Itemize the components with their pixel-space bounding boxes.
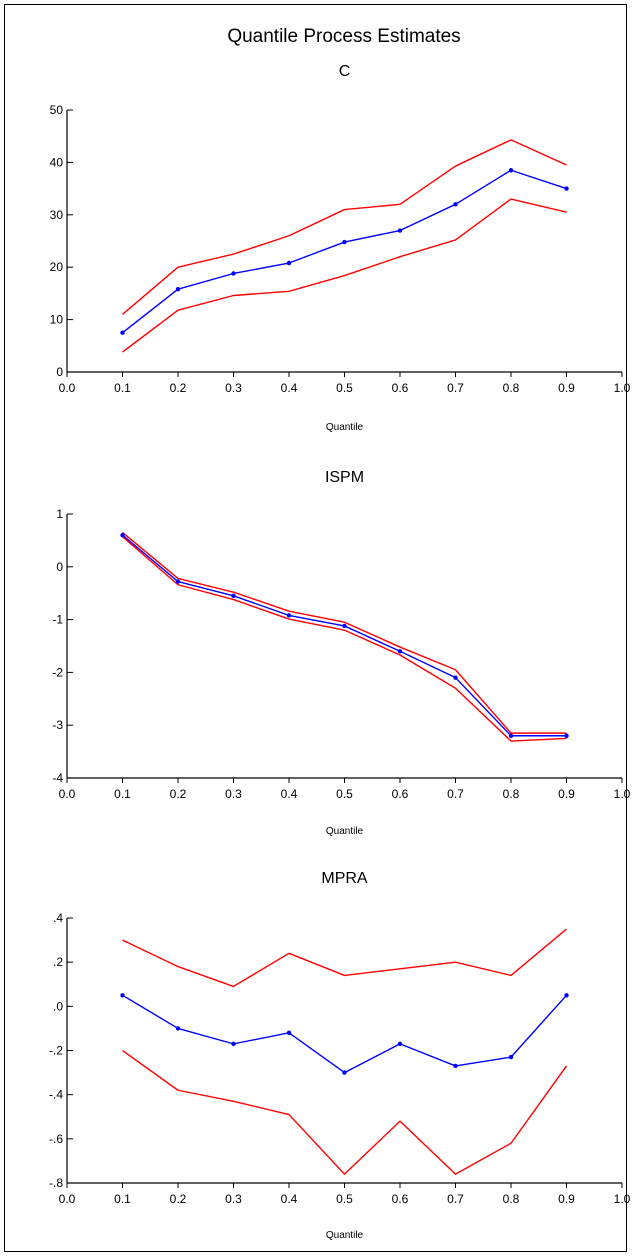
y-tick-label: .0 bbox=[53, 999, 63, 1013]
y-tick-label: 10 bbox=[50, 313, 64, 327]
data-point-estimate bbox=[453, 202, 458, 207]
series-line-estimate bbox=[122, 169, 567, 334]
x-tick-label: 0.7 bbox=[447, 381, 464, 395]
x-tick-label: 0.4 bbox=[281, 381, 298, 395]
y-tick-label: 50 bbox=[50, 103, 64, 117]
y-tick-label: 0 bbox=[56, 560, 63, 574]
chart-mpra: MPRA -.8 -.6 -.4 -.2 .0 .2 .4 0.0 0.1 0.2 0.3 0.4 0.5… bbox=[49, 870, 631, 1241]
x-tick-label: 0.5 bbox=[336, 787, 353, 801]
data-point-estimate bbox=[231, 1041, 236, 1047]
series-line-lower bbox=[122, 536, 567, 742]
series-line-lower bbox=[122, 1049, 568, 1175]
x-tick-label: 0.4 bbox=[281, 787, 298, 801]
y-tick-label: -.6 bbox=[49, 1132, 63, 1146]
x-tick-label: 0.1 bbox=[114, 1192, 131, 1206]
y-tick-label: -.4 bbox=[49, 1088, 63, 1102]
x-tick-label: 0.0 bbox=[59, 1192, 76, 1206]
data-point-estimate bbox=[286, 613, 292, 618]
data-point-estimate bbox=[120, 532, 125, 538]
x-tick-label: 0.8 bbox=[503, 381, 520, 395]
x-tick-label: 0.9 bbox=[558, 1192, 575, 1206]
chart-title: MPRA bbox=[321, 870, 368, 887]
data-point-estimate bbox=[231, 593, 236, 599]
x-tick-label: 0.0 bbox=[59, 787, 76, 801]
data-point-estimate bbox=[508, 1054, 514, 1060]
x-tick-label: 0.5 bbox=[336, 381, 353, 395]
x-tick-label: 0.4 bbox=[281, 1192, 298, 1206]
chart-ispm: ISPM -4 -3 -2 -1 0 1 0.0 0.1 0.2 0.3 0.4 0.5 0.6 0.7 0.… bbox=[52, 469, 630, 837]
y-tick-label: 1 bbox=[56, 507, 63, 521]
x-tick-label: 0.8 bbox=[503, 1192, 520, 1206]
chart-title: C bbox=[339, 63, 351, 80]
data-point-estimate bbox=[231, 271, 236, 276]
x-tick-label: 0.8 bbox=[503, 787, 520, 801]
x-axis-label: Quantile bbox=[326, 1230, 364, 1241]
x-tick-label: 0.3 bbox=[225, 1192, 242, 1206]
x-tick-label: 0.9 bbox=[558, 381, 575, 395]
data-point-estimate bbox=[397, 1041, 403, 1047]
figure-title: Quantile Process Estimates bbox=[227, 26, 460, 47]
data-point-estimate bbox=[175, 579, 181, 584]
data-point-estimate bbox=[564, 733, 569, 738]
series-line-estimate bbox=[122, 994, 568, 1074]
x-tick-label: 1.0 bbox=[614, 1192, 631, 1206]
y-tick-label: 0 bbox=[56, 365, 63, 379]
x-tick-label: 0.6 bbox=[392, 381, 409, 395]
series-line-estimate bbox=[122, 534, 567, 737]
y-tick-label: 40 bbox=[50, 155, 64, 169]
y-tick-label: 30 bbox=[50, 208, 64, 222]
y-tick-label: .4 bbox=[53, 911, 63, 925]
x-tick-label: 0.3 bbox=[225, 787, 242, 801]
data-point-estimate bbox=[342, 239, 347, 245]
data-point-estimate bbox=[397, 649, 403, 654]
x-tick-label: 0.5 bbox=[336, 1192, 353, 1206]
data-point-estimate bbox=[397, 228, 403, 233]
y-tick-label: .2 bbox=[53, 955, 63, 969]
chart-title: ISPM bbox=[325, 469, 364, 486]
x-tick-label: 0.6 bbox=[392, 787, 409, 801]
y-tick-label: -.8 bbox=[49, 1176, 63, 1190]
x-tick-label: 0.6 bbox=[392, 1192, 409, 1206]
x-tick-label: 0.2 bbox=[170, 1192, 187, 1206]
y-tick-label: -3 bbox=[52, 718, 63, 732]
data-point-estimate bbox=[453, 1063, 458, 1069]
data-point-estimate bbox=[342, 623, 347, 629]
y-tick-label: -1 bbox=[52, 613, 63, 627]
data-point-estimate bbox=[508, 733, 514, 738]
y-tick-label: -2 bbox=[52, 665, 63, 679]
y-tick-label: -.2 bbox=[49, 1044, 63, 1058]
data-point-estimate bbox=[286, 260, 292, 266]
y-tick-label: 20 bbox=[50, 260, 64, 274]
data-point-estimate bbox=[342, 1070, 347, 1075]
data-point-estimate bbox=[508, 168, 514, 173]
data-point-estimate bbox=[564, 186, 569, 191]
data-point-estimate bbox=[286, 1030, 292, 1036]
data-point-estimate bbox=[120, 993, 125, 998]
series-line-lower bbox=[122, 198, 567, 353]
x-tick-label: 1.0 bbox=[614, 381, 631, 395]
x-tick-label: 1.0 bbox=[614, 787, 631, 801]
data-point-estimate bbox=[453, 675, 458, 680]
y-tick-label: -4 bbox=[52, 771, 63, 785]
x-tick-label: 0.1 bbox=[114, 381, 131, 395]
x-tick-label: 0.2 bbox=[170, 381, 187, 395]
data-point-estimate bbox=[120, 330, 125, 335]
x-tick-label: 0.2 bbox=[170, 787, 187, 801]
series-line-upper bbox=[122, 139, 567, 315]
x-tick-label: 0.3 bbox=[225, 381, 242, 395]
x-tick-label: 0.7 bbox=[447, 1192, 464, 1206]
series-line-upper bbox=[122, 531, 567, 734]
series-line-upper bbox=[122, 928, 567, 988]
x-axis-label: Quantile bbox=[326, 422, 364, 433]
x-axis-label: Quantile bbox=[326, 826, 364, 837]
x-tick-label: 0.1 bbox=[114, 787, 131, 801]
data-point-estimate bbox=[175, 1026, 181, 1031]
x-tick-label: 0.9 bbox=[558, 787, 575, 801]
x-tick-label: 0.7 bbox=[447, 787, 464, 801]
x-tick-label: 0.0 bbox=[59, 381, 76, 395]
data-point-estimate bbox=[175, 287, 181, 292]
chart-c: C 0 10 20 30 40 50 0.0 0.1 0.2 0.3 0.4 0.5 0.6 0.7 0.8 0… bbox=[50, 63, 631, 433]
data-point-estimate bbox=[564, 993, 569, 998]
